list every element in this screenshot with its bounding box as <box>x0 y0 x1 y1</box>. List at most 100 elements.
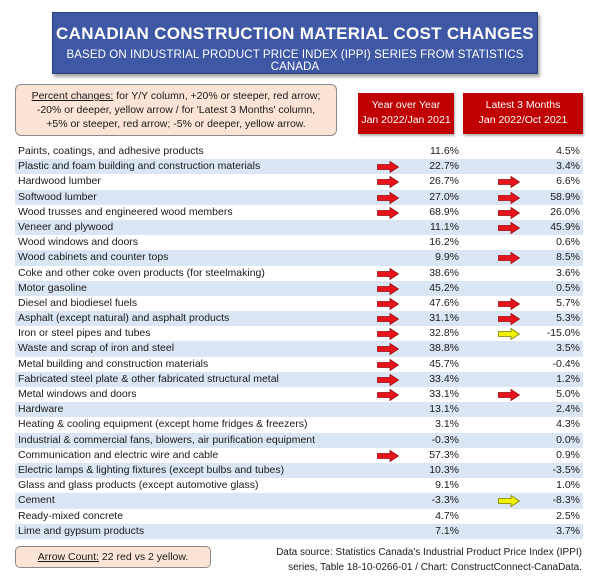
column-header-3m-period: Jan 2022/Oct 2021 <box>478 114 568 126</box>
red-arrow-icon <box>498 297 521 311</box>
material-name: Hardwood lumber <box>18 175 101 188</box>
red-arrow-icon <box>377 449 400 467</box>
red-arrow-icon <box>498 252 521 269</box>
three-month-value: 45.9% <box>550 220 580 233</box>
material-name: Asphalt (except natural) and asphalt pro… <box>18 312 230 325</box>
yoy-value: 33.1% <box>429 388 459 400</box>
yoy-value: 4.7% <box>435 509 459 522</box>
red-arrow-icon <box>377 449 400 462</box>
material-name: Wood cabinets and counter tops <box>18 251 169 264</box>
table-row: Wood cabinets and counter tops 9.9% 8.5% <box>15 250 583 266</box>
column-header-yoy-title: Year over Year <box>371 99 441 111</box>
table-row: Plastic and foam building and constructi… <box>15 159 583 175</box>
table-row: Hardwood lumber 26.7% 6.6% <box>15 174 583 189</box>
red-arrow-icon <box>377 328 400 341</box>
material-name: Paints, coatings, and adhesive products <box>18 145 204 157</box>
title-banner: CANADIAN CONSTRUCTION MATERIAL COST CHAN… <box>52 12 538 74</box>
yoy-value: 26.7% <box>429 175 459 188</box>
three-month-value: 3.4% <box>556 160 580 173</box>
yoy-value: 38.6% <box>429 266 459 279</box>
column-header-yoy-period: Jan 2022/Jan 2021 <box>361 114 451 126</box>
three-month-value: 5.7% <box>556 296 580 309</box>
red-arrow-icon <box>377 176 400 189</box>
yoy-value: 3.1% <box>435 418 459 431</box>
page-subtitle: BASED ON INDUSTRIAL PRODUCT PRICE INDEX … <box>66 49 524 73</box>
data-table: Paints, coatings, and adhesive products 1… <box>15 144 583 539</box>
red-arrow-icon <box>377 373 400 387</box>
yoy-value: 31.1% <box>429 312 459 325</box>
table-row: Metal building and construction material… <box>15 357 583 372</box>
red-arrow-icon <box>377 206 400 219</box>
material-name: Cement <box>18 494 55 507</box>
table-row: Veneer and plywood 11.1% 45.9% <box>15 219 583 236</box>
red-arrow-icon <box>377 328 400 345</box>
source-line-2: series, Table 18-10-0266-01 / Chart: Con… <box>288 562 582 573</box>
material-name: Wood windows and doors <box>18 236 139 249</box>
red-arrow-icon <box>498 312 521 330</box>
table-row: Cement -3.3% -8.3% <box>15 493 583 509</box>
material-name: Lime and gypsum products <box>18 524 145 537</box>
material-name: Veneer and plywood <box>18 220 114 233</box>
table-row: Glass and glass products (except automot… <box>15 478 583 493</box>
legend-line-2: -20% or deeper, yellow arrow / for 'Late… <box>36 104 316 116</box>
yellow-arrow-icon <box>498 495 521 508</box>
red-arrow-icon <box>377 297 400 311</box>
three-month-value: 1.2% <box>556 372 580 385</box>
yoy-value: 45.7% <box>429 357 459 370</box>
red-arrow-icon <box>377 312 400 326</box>
red-arrow-icon <box>377 358 400 376</box>
material-name: Hardware <box>18 403 64 416</box>
table-row: Hardware 13.1% 2.4% <box>15 402 583 418</box>
three-month-value: 5.0% <box>556 388 580 400</box>
red-arrow-icon <box>377 297 400 315</box>
three-month-value: 1.0% <box>556 479 580 492</box>
table-row: Softwood lumber 27.0% 58.9% <box>15 189 583 205</box>
material-name: Diesel and biodiesel fuels <box>18 296 138 309</box>
red-arrow-icon <box>498 206 521 219</box>
yellow-arrow-icon <box>498 495 521 512</box>
red-arrow-icon <box>498 388 521 406</box>
legend-label: Percent changes: <box>31 90 114 102</box>
red-arrow-icon <box>377 343 400 360</box>
material-name: Ready-mixed concrete <box>18 509 124 522</box>
legend-line-3: +5% or steeper, red arrow; -5% or deeper… <box>46 118 306 130</box>
yoy-value: 38.8% <box>429 342 459 355</box>
table-row: Asphalt (except natural) and asphalt pro… <box>15 311 583 327</box>
red-arrow-icon <box>377 282 400 295</box>
red-arrow-icon <box>498 191 521 204</box>
red-arrow-icon <box>377 176 400 193</box>
table-row: Waste and scrap of iron and steel 38.8% 3.… <box>15 341 583 357</box>
material-name: Industrial & commercial fans, blowers, a… <box>18 433 316 446</box>
three-month-value: 3.7% <box>556 524 580 537</box>
three-month-value: 0.6% <box>556 236 580 249</box>
red-arrow-icon <box>377 358 400 371</box>
legend-box: Percent changes: for Y/Y column, +20% or… <box>15 84 337 136</box>
red-arrow-icon <box>377 312 400 330</box>
table-row: Ready-mixed concrete 4.7% 2.5% <box>15 509 583 524</box>
red-arrow-icon <box>377 206 400 224</box>
red-arrow-icon <box>498 176 521 193</box>
three-month-value: 8.5% <box>556 251 580 264</box>
yoy-value: 11.6% <box>430 145 459 157</box>
material-name: Iron or steel pipes and tubes <box>18 327 151 340</box>
yoy-value: 11.1% <box>430 220 459 233</box>
red-arrow-icon <box>377 160 400 174</box>
three-month-value: 0.0% <box>556 433 580 446</box>
three-month-value: -3.5% <box>552 463 580 476</box>
table-row: Electric lamps & lighting fixtures (exce… <box>15 462 583 479</box>
material-name: Electric lamps & lighting fixtures (exce… <box>18 463 285 476</box>
red-arrow-icon <box>498 252 521 265</box>
material-name: Wood trusses and engineered wood members <box>18 205 233 218</box>
column-header-yoy: Year over Year Jan 2022/Jan 2021 <box>358 93 454 134</box>
red-arrow-icon <box>377 191 400 204</box>
table-row: Paints, coatings, and adhesive products 1… <box>15 144 583 159</box>
yoy-value: 57.3% <box>429 448 459 461</box>
legend-line-1: for Y/Y column, +20% or steeper, red arr… <box>113 90 321 102</box>
red-arrow-icon <box>498 388 521 402</box>
table-row: Wood windows and doors 16.2% 0.6% <box>15 235 583 250</box>
yoy-value: 10.3% <box>429 463 459 476</box>
yoy-value: -3.3% <box>431 494 459 507</box>
yoy-value: 16.2% <box>429 236 459 249</box>
yoy-value: 9.9% <box>435 251 459 264</box>
yoy-value: 22.7% <box>429 160 459 173</box>
